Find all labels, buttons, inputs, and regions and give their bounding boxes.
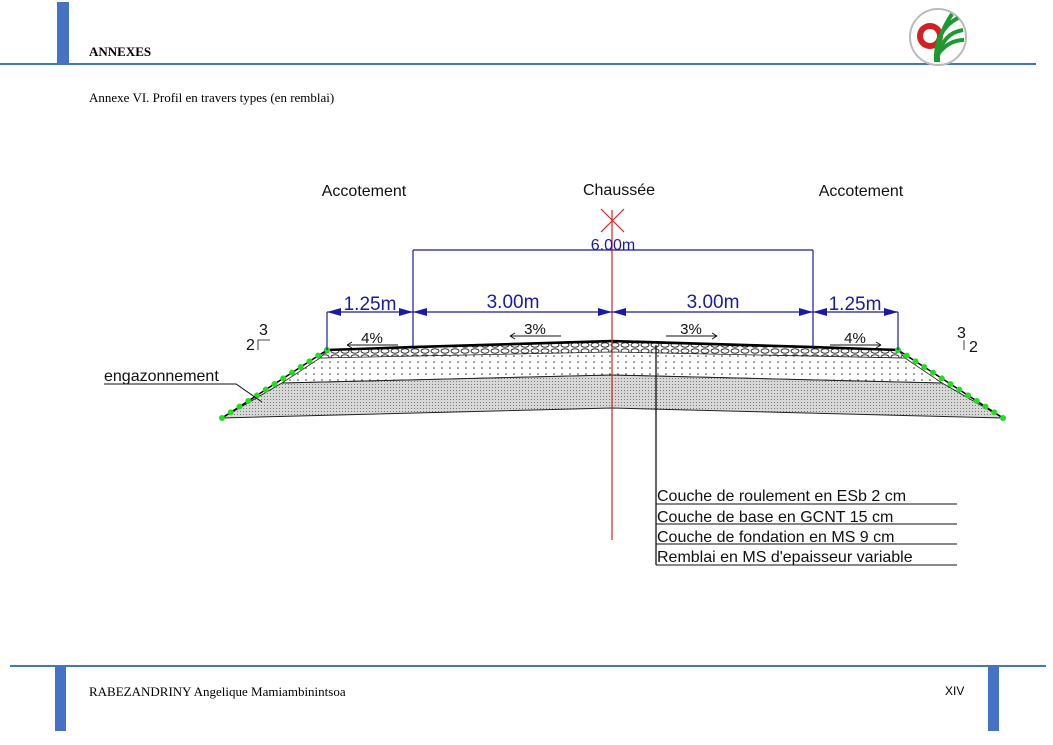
talus-right-h: 2 xyxy=(969,339,978,356)
engazonnement-leader xyxy=(104,383,263,403)
grass-dot xyxy=(254,392,260,399)
slope-label: 4% xyxy=(361,330,383,347)
talus-left-v: 3 xyxy=(259,322,268,339)
dim-accotement-left: 1.25m xyxy=(344,294,397,315)
dim-chaussee-left: 3.00m xyxy=(487,292,540,313)
grass-dot xyxy=(930,369,936,376)
slope-label: 3% xyxy=(524,321,546,338)
slope-label: 4% xyxy=(844,330,866,347)
grass-dot xyxy=(236,403,243,410)
header-accent-bar xyxy=(57,2,69,64)
footer-accent-right xyxy=(988,666,999,731)
grass-dot xyxy=(982,403,989,410)
zone-right-label: Accotement xyxy=(819,183,904,200)
grass-dot xyxy=(271,381,278,387)
grass-dot xyxy=(280,375,287,382)
legend-fondation: Couche de fondation en MS 9 cm xyxy=(657,529,894,546)
zone-left-label: Accotement xyxy=(322,183,407,200)
footer-author: RABEZANDRINY Angelique Mamiambinintsoa xyxy=(89,684,346,699)
zone-center-label: Chaussée xyxy=(583,182,655,199)
talus-left-h: 2 xyxy=(246,337,255,354)
grass-dot xyxy=(306,358,313,365)
annex-caption: Annexe VI. Profil en travers types (en r… xyxy=(89,90,335,105)
dimension-arrows xyxy=(327,308,898,316)
legend-remblai: Remblai en MS d'epaisseur variable xyxy=(657,549,913,566)
grass-dot xyxy=(991,409,998,416)
footer-rule xyxy=(10,665,1046,667)
slope-label: 3% xyxy=(680,321,702,338)
grass-dot xyxy=(227,409,234,416)
grass-dot xyxy=(938,375,945,382)
grass-dot xyxy=(219,415,225,421)
header-rule xyxy=(0,63,1036,65)
legend-base: Couche de base en GCNT 15 cm xyxy=(657,509,893,526)
grass-dot xyxy=(1000,415,1006,421)
talus-right-v: 3 xyxy=(957,325,966,342)
slope-arrows xyxy=(346,332,882,349)
school-logo xyxy=(908,6,968,68)
dim-accotement-right: 1.25m xyxy=(829,294,882,315)
grass-dot xyxy=(245,398,252,404)
grass-dot xyxy=(903,352,910,359)
axis-cross-marker xyxy=(600,208,625,233)
grass-dot xyxy=(947,381,954,387)
grass-dot xyxy=(965,392,971,399)
grass-dot xyxy=(297,364,304,370)
grass-dots xyxy=(219,347,1006,421)
dim-total: 6.00m xyxy=(591,237,635,254)
footer-accent-left xyxy=(55,666,66,731)
grass-dot xyxy=(912,358,919,365)
grass-dot xyxy=(315,352,322,359)
dim-chaussee-right: 3.00m xyxy=(687,292,740,313)
page-number: XIV xyxy=(945,684,965,698)
engazonnement-label: engazonnement xyxy=(104,368,219,385)
header-section-title: ANNEXES xyxy=(89,44,152,59)
grass-dot xyxy=(956,386,963,393)
legend-roulement: Couche de roulement en ESb 2 cm xyxy=(657,488,906,505)
grass-dot xyxy=(921,364,928,370)
grass-dot xyxy=(262,386,269,393)
grass-dot xyxy=(289,369,295,376)
grass-dot xyxy=(973,398,980,404)
